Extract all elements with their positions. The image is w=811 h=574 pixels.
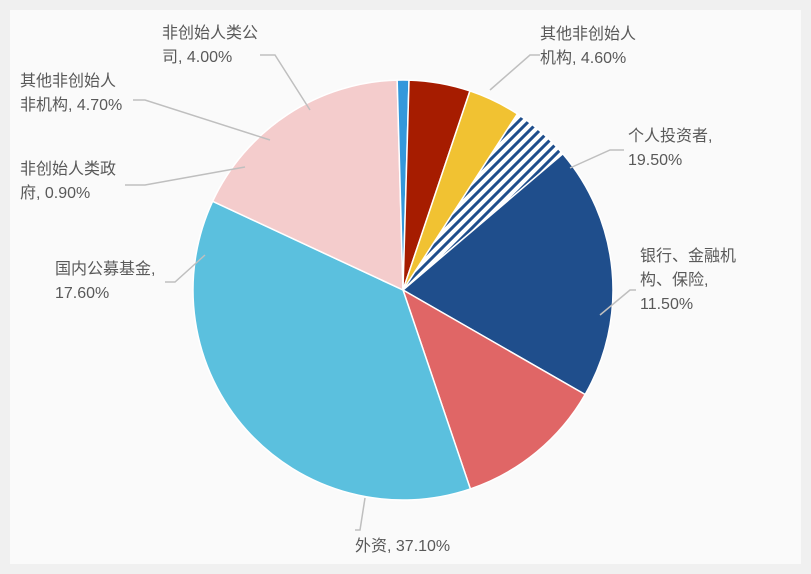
label-bank: 银行、金融机构、保险,11.50% [640,245,736,317]
leader-foreign [355,498,365,530]
leader-individual [570,150,624,168]
leader-other_inst [490,55,540,90]
label-public_fund: 国内公募基金,17.60% [55,258,155,306]
label-individual: 个人投资者,19.50% [628,125,712,173]
label-other_noninst: 其他非创始人非机构, 4.70% [20,70,122,118]
label-company: 非创始人类公司, 4.00% [162,22,258,70]
label-gov: 非创始人类政府, 0.90% [20,158,116,206]
leader-other_noninst [133,100,270,140]
label-other_inst: 其他非创始人机构, 4.60% [540,23,636,71]
pie-chart: 其他非创始人机构, 4.60% 个人投资者,19.50% 银行、金融机构、保险,11… [10,10,801,564]
label-foreign: 外资, 37.10% [355,535,450,559]
leader-company [260,55,310,110]
